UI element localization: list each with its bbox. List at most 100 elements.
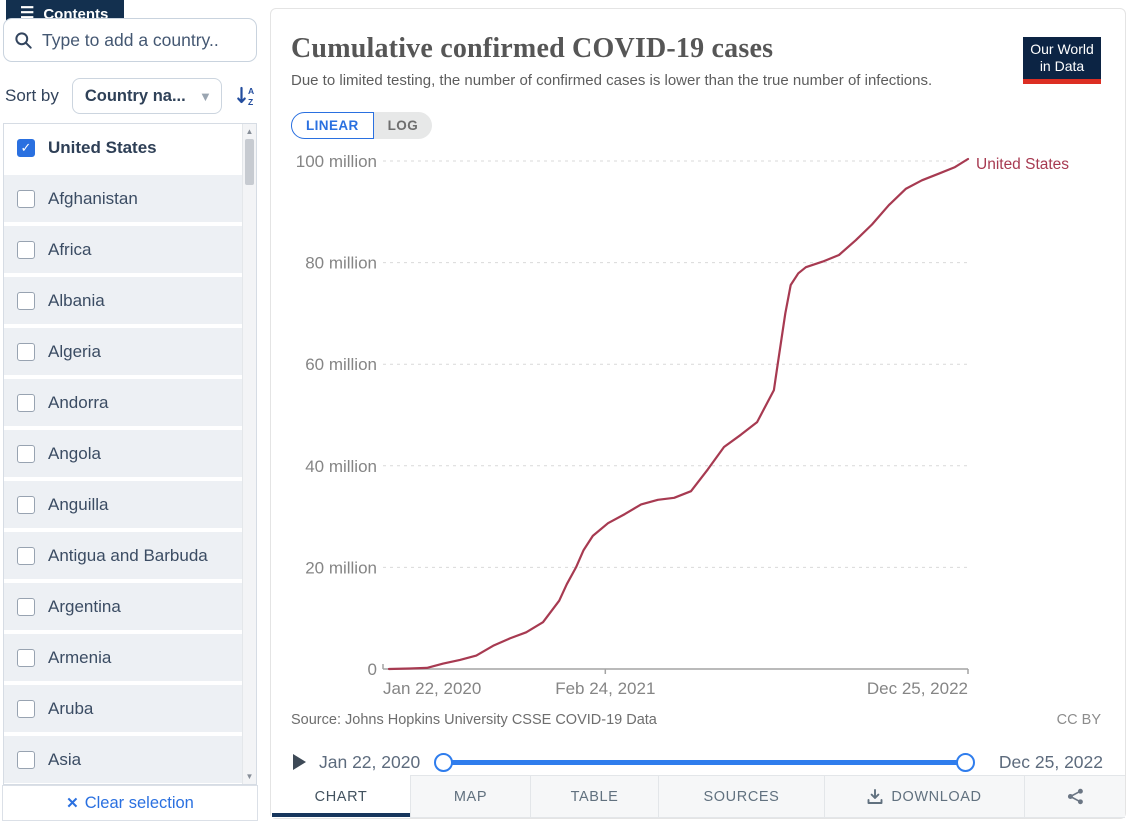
sort-row: Sort by Country na... ▼ A Z xyxy=(5,78,257,114)
download-icon xyxy=(867,788,883,804)
svg-text:Z: Z xyxy=(248,97,253,107)
country-label: Angola xyxy=(48,443,101,463)
sort-by-label: Sort by xyxy=(5,86,59,105)
source-text[interactable]: Source: Johns Hopkins University CSSE CO… xyxy=(291,712,657,728)
country-row-armenia[interactable]: Armenia xyxy=(4,634,256,681)
tab-chart[interactable]: CHART xyxy=(271,775,411,818)
owid-logo-line1: Our World xyxy=(1030,40,1094,57)
scroll-down-icon[interactable]: ▼ xyxy=(245,772,254,781)
checkbox[interactable] xyxy=(17,189,35,208)
checkbox[interactable] xyxy=(17,546,35,565)
country-label: Afghanistan xyxy=(48,188,138,208)
tab-map[interactable]: MAP xyxy=(410,775,531,818)
checkbox[interactable] xyxy=(17,291,35,310)
country-label: Anguilla xyxy=(48,494,109,514)
country-list: ✓ United States Afghanistan Africa Albania Al… xyxy=(3,123,257,785)
tab-download[interactable]: DOWNLOAD xyxy=(824,775,1025,818)
country-label: Andorra xyxy=(48,392,109,412)
y-tick-label: 80 million xyxy=(305,254,377,273)
country-label: Asia xyxy=(48,749,82,769)
timeline-end-date[interactable]: Dec 25, 2022 xyxy=(998,751,1103,772)
timeline-slider[interactable] xyxy=(434,752,975,772)
checkbox[interactable] xyxy=(17,342,35,361)
sort-alpha-icon[interactable]: A Z xyxy=(236,86,257,107)
country-search-input[interactable] xyxy=(42,29,246,51)
country-row-argentina[interactable]: Argentina xyxy=(4,583,256,630)
svg-text:A: A xyxy=(248,86,254,96)
checkbox[interactable] xyxy=(17,597,35,616)
license-text[interactable]: CC BY xyxy=(1056,712,1101,728)
y-tick-label: 40 million xyxy=(305,457,377,476)
country-label: Armenia xyxy=(48,647,112,667)
country-row-angola[interactable]: Angola xyxy=(4,430,256,477)
country-search-box[interactable] xyxy=(3,18,257,62)
country-row-anguilla[interactable]: Anguilla xyxy=(4,481,256,528)
country-sidebar: ☰ Contents Sort by Country na... ▼ A Z xyxy=(0,0,262,829)
country-row-albania[interactable]: Albania xyxy=(4,277,256,324)
country-row-andorra[interactable]: Andorra xyxy=(4,379,256,426)
country-row-united-states[interactable]: ✓ United States xyxy=(4,124,256,171)
country-label: Argentina xyxy=(48,596,121,616)
tab-download-label: DOWNLOAD xyxy=(891,788,982,805)
checkbox[interactable]: ✓ xyxy=(17,138,35,157)
checkbox[interactable] xyxy=(17,648,35,667)
sort-dropdown-value: Country na... xyxy=(84,86,186,105)
clear-selection-button[interactable]: ✕ Clear selection xyxy=(2,785,258,821)
y-tick-label: 20 million xyxy=(305,558,377,577)
share-button[interactable] xyxy=(1024,775,1125,818)
linear-toggle-button[interactable]: LINEAR xyxy=(291,112,374,139)
play-button[interactable] xyxy=(291,754,307,770)
country-row-afghanistan[interactable]: Afghanistan xyxy=(4,175,256,222)
checkbox[interactable] xyxy=(17,699,35,718)
sort-dropdown[interactable]: Country na... ▼ xyxy=(71,78,222,114)
checkbox[interactable] xyxy=(17,393,35,412)
owid-logo: Our World in Data xyxy=(1023,37,1101,84)
y-tick-label: 100 million xyxy=(296,152,377,171)
country-row-aruba[interactable]: Aruba xyxy=(4,685,256,732)
series-end-label: United States xyxy=(976,156,1069,173)
tab-table-label: TABLE xyxy=(570,788,619,805)
country-label: United States xyxy=(48,137,157,157)
search-icon xyxy=(15,31,32,49)
scroll-up-icon[interactable]: ▲ xyxy=(245,127,254,136)
y-tick-label: 60 million xyxy=(305,355,377,374)
country-row-algeria[interactable]: Algeria xyxy=(4,328,256,375)
y-tick-label: 0 xyxy=(368,660,377,679)
x-tick-label: Feb 24, 2021 xyxy=(555,679,655,698)
scrollbar-thumb[interactable] xyxy=(245,139,254,185)
line-chart[interactable]: 0 20 million 40 million 60 million 80 millio… xyxy=(271,137,1127,717)
tab-sources[interactable]: SOURCES xyxy=(658,775,825,818)
series-line xyxy=(387,157,970,671)
country-row-africa[interactable]: Africa xyxy=(4,226,256,273)
checkbox[interactable] xyxy=(17,495,35,514)
hamburger-icon: ☰ xyxy=(20,5,35,22)
country-label: Aruba xyxy=(48,698,94,718)
share-icon xyxy=(1067,788,1083,805)
x-tick-label: Dec 25, 2022 xyxy=(867,679,968,698)
source-row: Source: Johns Hopkins University CSSE CO… xyxy=(291,712,1101,728)
country-list-scrollbar[interactable]: ▲ ▼ xyxy=(242,124,256,784)
country-label: Africa xyxy=(48,239,92,259)
clear-selection-label: Clear selection xyxy=(84,793,194,812)
scale-toggle: LINEAR LOG xyxy=(291,112,433,139)
checkbox[interactable] xyxy=(17,750,35,769)
country-row-asia[interactable]: Asia xyxy=(4,736,256,783)
owid-logo-line2: in Data xyxy=(1039,58,1085,74)
timeline: Jan 22, 2020 Dec 25, 2022 xyxy=(291,746,1103,778)
chart-frame: Cumulative confirmed COVID-19 cases Due … xyxy=(270,8,1126,819)
timeline-start-date[interactable]: Jan 22, 2020 xyxy=(319,751,421,772)
tab-chart-label: CHART xyxy=(314,788,368,805)
checkbox[interactable] xyxy=(17,444,35,463)
tab-table[interactable]: TABLE xyxy=(530,775,659,818)
timeline-start-handle[interactable] xyxy=(434,752,454,772)
country-label: Antigua and Barbuda xyxy=(48,545,208,565)
footer-tabs: CHART MAP TABLE SOURCES DOWNLOAD xyxy=(271,775,1125,818)
log-toggle-button[interactable]: LOG xyxy=(373,112,433,139)
close-icon: ✕ xyxy=(66,795,79,812)
chart-subtitle: Due to limited testing, the number of co… xyxy=(291,72,933,89)
country-row-antigua-and-barbuda[interactable]: Antigua and Barbuda xyxy=(4,532,256,579)
timeline-end-handle[interactable] xyxy=(955,752,975,772)
checkbox[interactable] xyxy=(17,240,35,259)
country-label: Albania xyxy=(48,290,105,310)
